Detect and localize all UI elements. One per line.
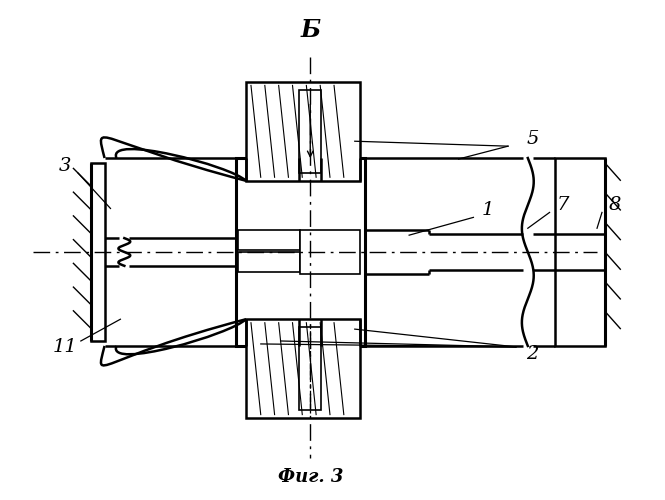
- Bar: [301, 230, 360, 274]
- Bar: [299, 90, 321, 173]
- Text: 1: 1: [482, 202, 495, 220]
- Text: 5: 5: [527, 130, 539, 148]
- Bar: [299, 327, 321, 410]
- Text: Фиг. 3: Фиг. 3: [277, 468, 343, 486]
- Bar: [246, 82, 360, 181]
- Bar: [90, 163, 104, 341]
- Text: 2: 2: [527, 345, 539, 363]
- Bar: [555, 158, 605, 346]
- Text: 11: 11: [53, 338, 77, 356]
- Text: 7: 7: [556, 196, 569, 214]
- Bar: [238, 252, 301, 272]
- Text: 8: 8: [608, 196, 621, 214]
- Bar: [238, 230, 301, 250]
- Text: Б: Б: [300, 18, 321, 42]
- Text: 3: 3: [59, 157, 71, 175]
- Bar: [236, 158, 364, 346]
- Bar: [246, 319, 360, 418]
